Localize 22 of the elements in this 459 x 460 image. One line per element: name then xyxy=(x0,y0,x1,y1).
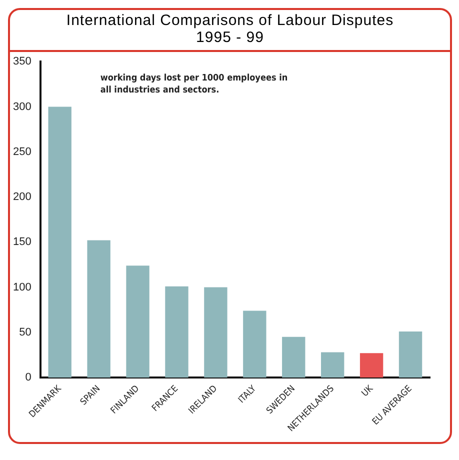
bar xyxy=(398,331,422,378)
y-tick-label: 350 xyxy=(12,56,32,68)
annotation: working days lost per 1000 employees in all industries and sectors. xyxy=(100,73,288,96)
x-tick-label: UK xyxy=(360,384,376,400)
bar xyxy=(282,336,306,378)
bar xyxy=(320,352,344,378)
y-tick-label: 50 xyxy=(19,326,32,338)
bar xyxy=(165,286,188,378)
bar xyxy=(126,266,150,378)
bar xyxy=(360,353,384,378)
y-tick-label: 200 xyxy=(12,191,32,204)
y-tick-label: 250 xyxy=(12,146,32,158)
y-tick-label: 300 xyxy=(12,100,32,113)
bar xyxy=(87,240,110,378)
chart-title: International Comparisons of Labour Disputes xyxy=(65,12,395,29)
y-tick-label: 150 xyxy=(12,236,32,248)
bar xyxy=(48,106,72,378)
y-tick-label: 0 xyxy=(25,372,32,384)
bar xyxy=(204,287,228,378)
bar xyxy=(243,310,266,378)
y-tick-label: 100 xyxy=(12,281,32,294)
chart-subtitle: 1995 - 99 xyxy=(195,29,265,46)
